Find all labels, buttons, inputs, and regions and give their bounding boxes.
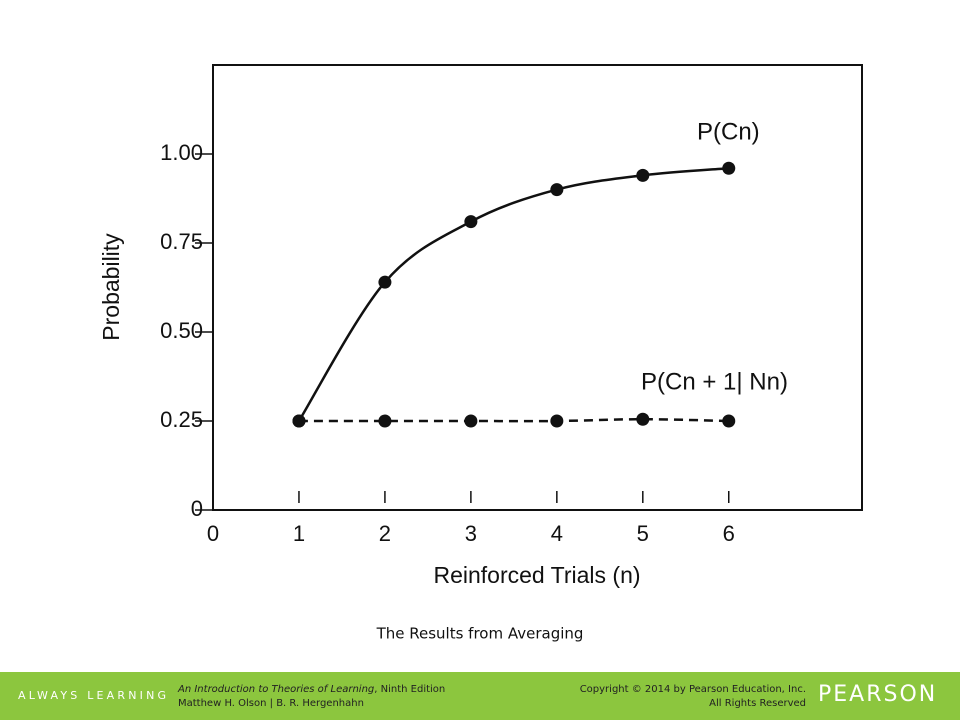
plot-frame: [212, 64, 863, 511]
x-tick-label: 6: [723, 521, 735, 546]
x-axis-title: Reinforced Trials (n): [433, 562, 640, 588]
data-point: [636, 412, 650, 426]
y-tick-label: 0.75: [160, 229, 203, 254]
data-point: [722, 414, 736, 428]
y-tick-label: 0.50: [160, 318, 203, 343]
caption: The Results from Averaging: [376, 625, 584, 643]
footer-tagline: ALWAYS LEARNING: [18, 689, 169, 702]
data-point: [378, 414, 392, 428]
footer-book: An Introduction to Theories of Learning,…: [177, 684, 445, 695]
data-point: [464, 414, 478, 428]
x-tick-label: 3: [465, 521, 477, 546]
x-tick-label: 0: [207, 521, 219, 546]
data-point: [464, 215, 478, 229]
footer-bar: [0, 672, 960, 720]
book-title: An Introduction to Theories of Learning: [177, 684, 374, 695]
data-point: [550, 183, 564, 197]
data-point: [378, 275, 392, 289]
footer-brand: PEARSON: [818, 682, 937, 707]
data-point: [636, 168, 650, 182]
data-point: [550, 414, 564, 428]
x-tick-label: 5: [637, 521, 649, 546]
x-tick-label: 1: [293, 521, 305, 546]
y-tick-label: 0.25: [160, 407, 203, 432]
data-point: [292, 414, 306, 428]
footer-copyright: Copyright © 2014 by Pearson Education, I…: [580, 684, 806, 695]
series-line: [298, 417, 729, 423]
y-tick-label: 1.00: [160, 140, 203, 165]
footer-rights: All Rights Reserved: [709, 698, 806, 709]
series-label: P(Cn + 1| Nn): [641, 368, 788, 395]
series-label: P(Cn): [697, 118, 760, 145]
data-point: [722, 161, 736, 175]
y-tick-label: 0: [191, 496, 203, 521]
x-tick-label: 4: [551, 521, 563, 546]
x-tick-label: 2: [379, 521, 391, 546]
book-edition: , Ninth Edition: [374, 684, 445, 695]
y-axis-title: Probability: [98, 233, 124, 341]
footer-authors: Matthew H. Olson | B. R. Hergenhahn: [178, 698, 364, 709]
